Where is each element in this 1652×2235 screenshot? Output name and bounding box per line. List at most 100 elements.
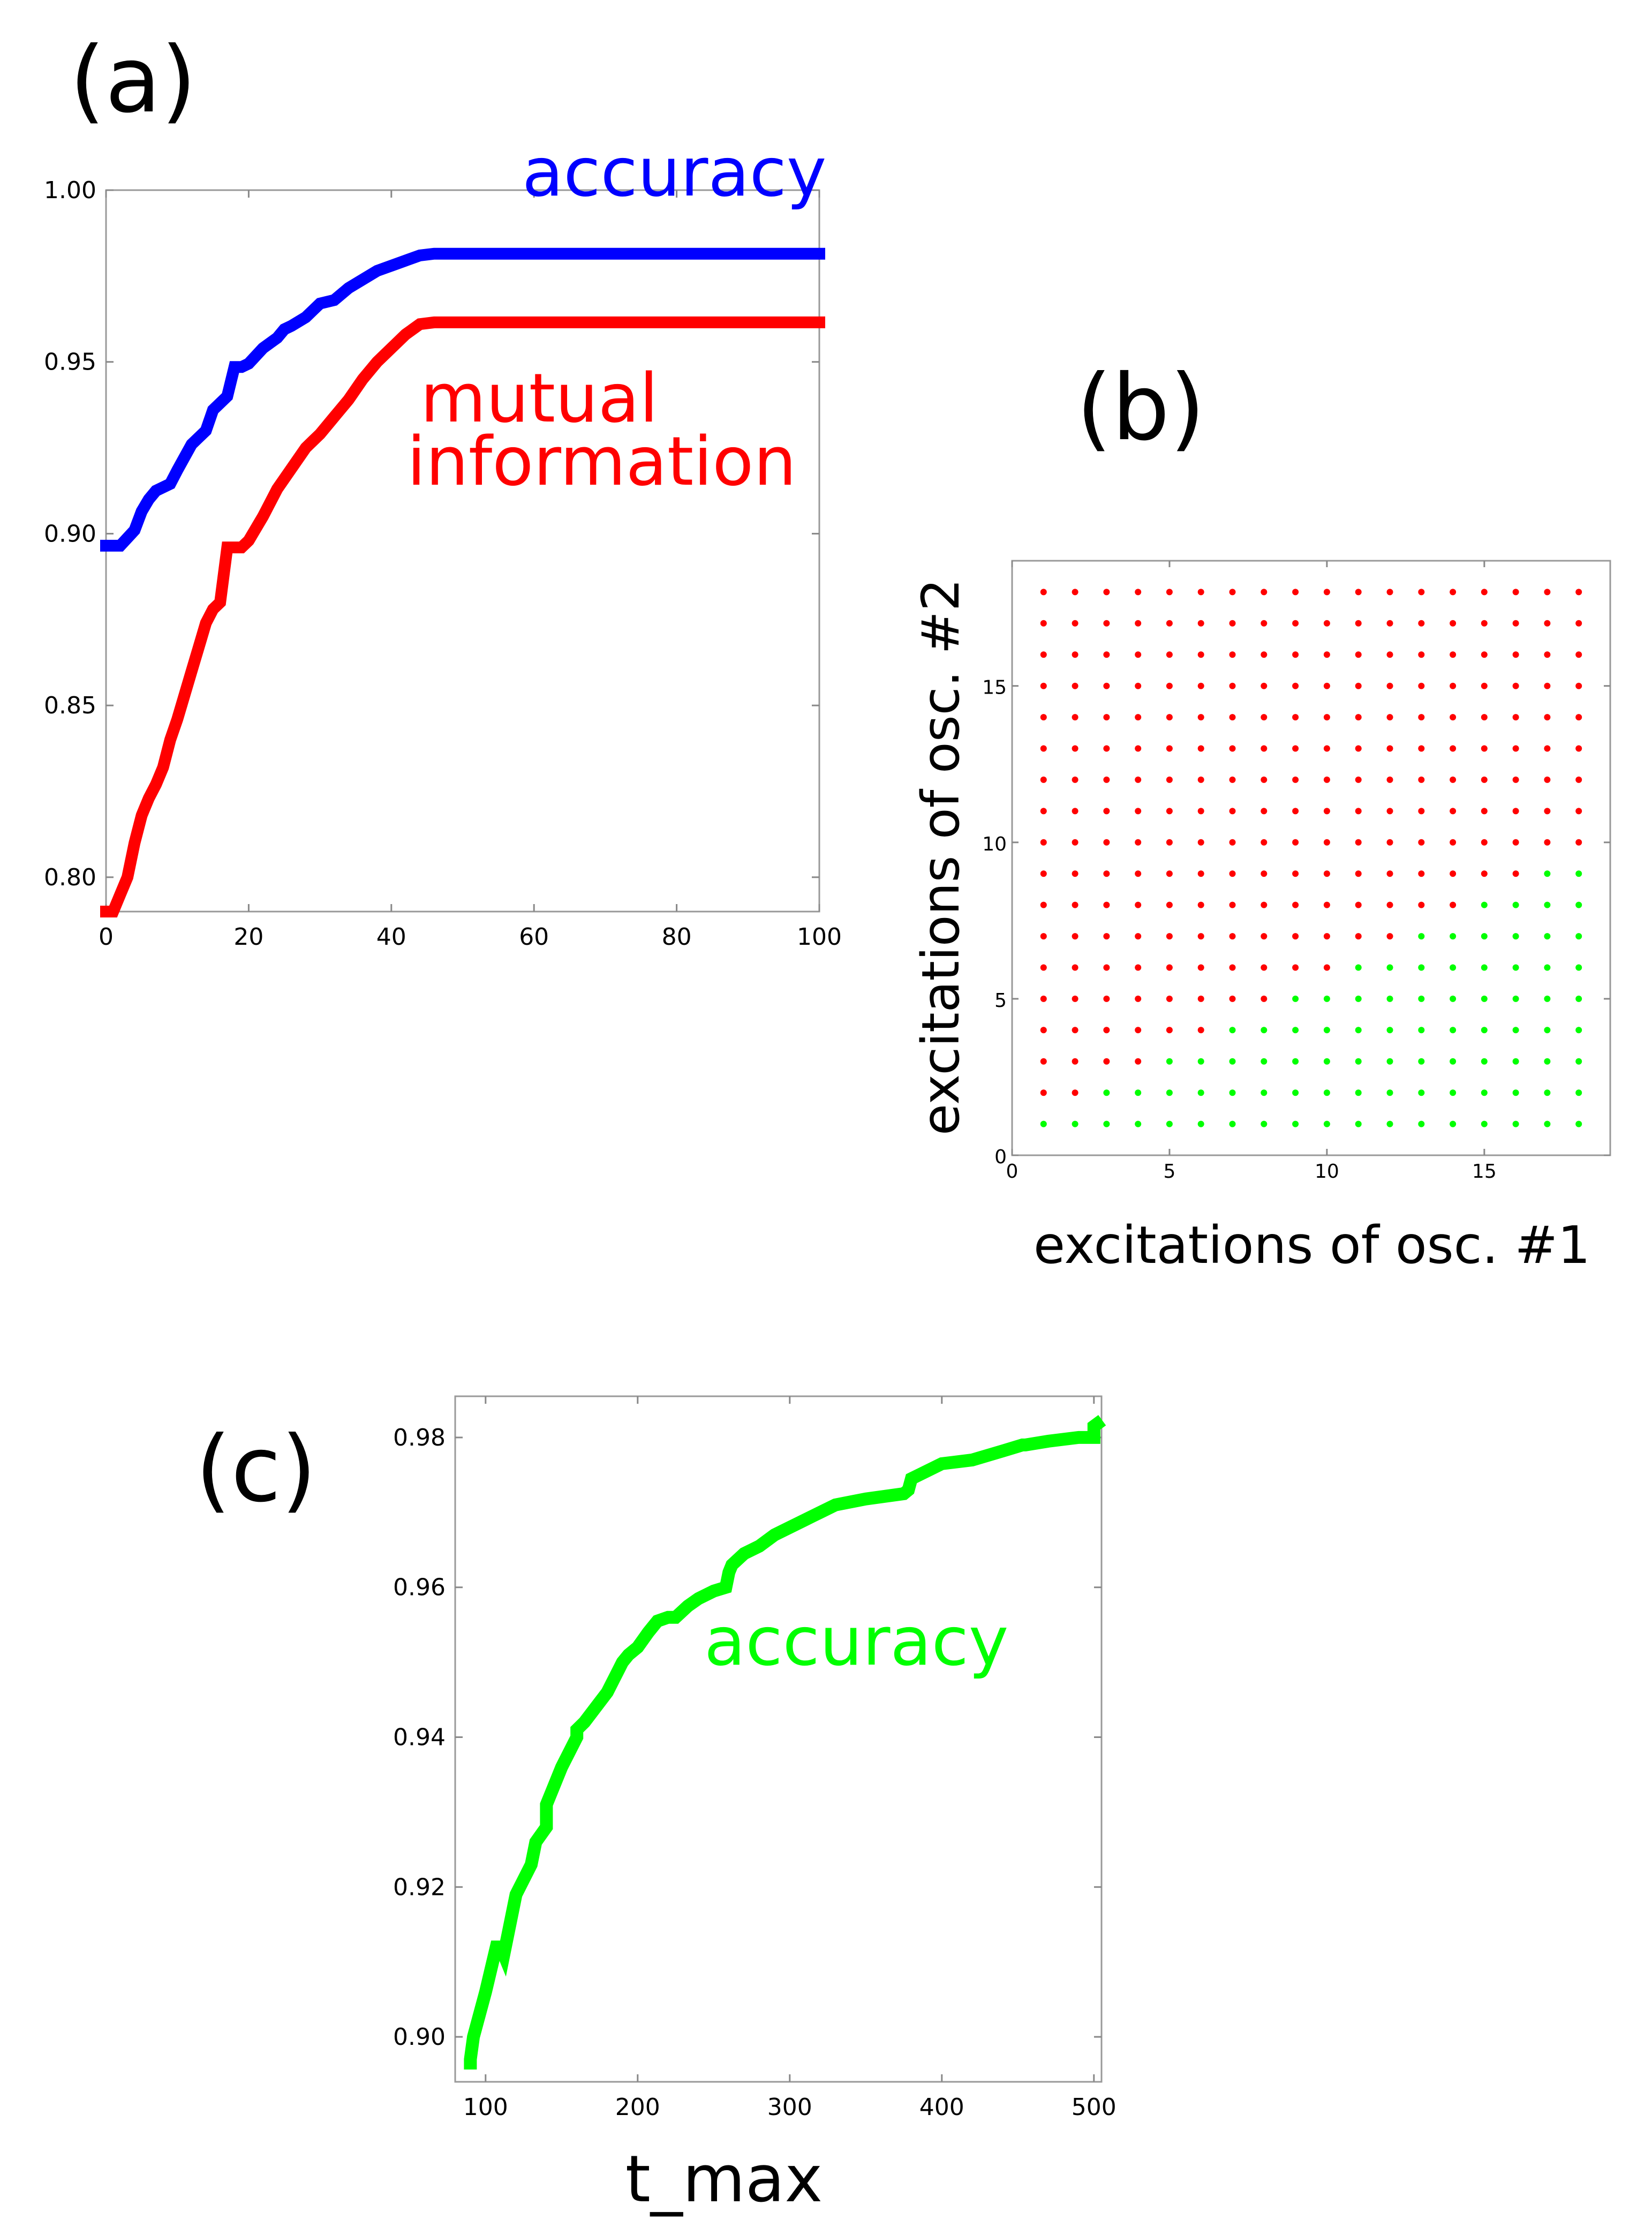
point-red xyxy=(1355,682,1362,689)
point-green xyxy=(1544,1027,1551,1034)
point-green xyxy=(1450,964,1457,971)
x-tick-label: 400 xyxy=(919,2094,964,2121)
point-green xyxy=(1261,1058,1268,1065)
point-red xyxy=(1418,682,1425,689)
point-red xyxy=(1418,839,1425,846)
point-green xyxy=(1450,1089,1457,1096)
point-red xyxy=(1103,745,1110,752)
point-red xyxy=(1386,682,1393,689)
point-red xyxy=(1386,651,1393,658)
point-red xyxy=(1575,808,1582,815)
point-red xyxy=(1040,714,1047,721)
point-green xyxy=(1575,901,1582,908)
point-green xyxy=(1544,1089,1551,1096)
point-red xyxy=(1355,839,1362,846)
point-red xyxy=(1135,808,1142,815)
point-red xyxy=(1072,776,1078,783)
point-red xyxy=(1103,901,1110,908)
point-red xyxy=(1418,651,1425,658)
point-red xyxy=(1040,620,1047,627)
x-tick-label: 80 xyxy=(662,923,692,951)
point-red xyxy=(1166,651,1173,658)
panel-b-ticks: 0 5 10 15 0 5 10 15 xyxy=(982,561,1610,1183)
point-red xyxy=(1072,589,1078,596)
point-red xyxy=(1040,964,1047,971)
point-red xyxy=(1072,651,1078,658)
point-red xyxy=(1575,682,1582,689)
point-green xyxy=(1355,1120,1362,1127)
point-green xyxy=(1040,1120,1047,1127)
x-tick-label: 0 xyxy=(1006,1161,1019,1183)
point-green xyxy=(1418,933,1425,940)
point-red xyxy=(1166,745,1173,752)
point-red xyxy=(1135,620,1142,627)
panel-c-xlabel: t_max xyxy=(625,2142,823,2217)
y-tick-label: 0.85 xyxy=(44,692,96,719)
point-red xyxy=(1418,901,1425,908)
panel-c-accuracy-annotation: accuracy xyxy=(704,1602,1008,1681)
y-tick-label: 0.94 xyxy=(393,1724,446,1751)
point-red xyxy=(1229,745,1236,752)
point-red xyxy=(1450,808,1457,815)
point-red xyxy=(1261,933,1268,940)
point-red xyxy=(1418,776,1425,783)
y-tick-label: 0 xyxy=(994,1146,1007,1168)
point-red xyxy=(1166,964,1173,971)
point-green xyxy=(1103,1120,1110,1127)
point-green xyxy=(1197,1058,1204,1065)
point-red xyxy=(1386,808,1393,815)
point-red xyxy=(1292,964,1299,971)
point-red xyxy=(1103,620,1110,627)
panel-b-points xyxy=(1040,589,1582,1127)
point-green xyxy=(1386,1027,1393,1034)
point-red xyxy=(1323,620,1330,627)
point-red xyxy=(1386,776,1393,783)
panel-a-label: (a) xyxy=(70,27,197,133)
point-red xyxy=(1323,682,1330,689)
point-red xyxy=(1166,901,1173,908)
point-green xyxy=(1292,1058,1299,1065)
x-tick-label: 0 xyxy=(99,923,114,951)
point-red xyxy=(1544,808,1551,815)
point-red xyxy=(1544,589,1551,596)
point-red xyxy=(1386,745,1393,752)
point-green xyxy=(1481,1089,1488,1096)
point-red xyxy=(1481,620,1488,627)
point-red xyxy=(1166,933,1173,940)
point-red xyxy=(1072,620,1078,627)
point-red xyxy=(1103,839,1110,846)
point-red xyxy=(1072,839,1078,846)
point-red xyxy=(1261,964,1268,971)
point-red xyxy=(1197,964,1204,971)
panel-a-ticks: 0 20 40 60 80 100 0.80 0.85 0.90 0.95 1.00 xyxy=(44,177,842,951)
point-red xyxy=(1261,745,1268,752)
point-red xyxy=(1229,870,1236,877)
x-tick-label: 10 xyxy=(1315,1161,1339,1183)
panel-b-ylabel: excitations of osc. #2 xyxy=(911,578,971,1135)
point-red xyxy=(1072,964,1078,971)
point-red xyxy=(1135,870,1142,877)
y-tick-label: 0.95 xyxy=(44,349,96,376)
point-red xyxy=(1103,651,1110,658)
point-red xyxy=(1197,933,1204,940)
point-red xyxy=(1229,776,1236,783)
point-red xyxy=(1450,714,1457,721)
point-red xyxy=(1103,933,1110,940)
point-red xyxy=(1103,1027,1110,1034)
point-red xyxy=(1386,620,1393,627)
point-red xyxy=(1135,964,1142,971)
x-tick-label: 100 xyxy=(797,923,842,951)
point-red xyxy=(1575,651,1582,658)
point-green xyxy=(1450,1058,1457,1065)
point-green xyxy=(1418,1027,1425,1034)
point-red xyxy=(1072,682,1078,689)
x-tick-label: 60 xyxy=(519,923,549,951)
point-red xyxy=(1450,870,1457,877)
point-red xyxy=(1292,682,1299,689)
point-red xyxy=(1229,808,1236,815)
point-green xyxy=(1418,995,1425,1002)
point-red xyxy=(1197,620,1204,627)
y-tick-label: 0.92 xyxy=(393,1873,446,1901)
point-green xyxy=(1135,1120,1142,1127)
point-red xyxy=(1197,839,1204,846)
